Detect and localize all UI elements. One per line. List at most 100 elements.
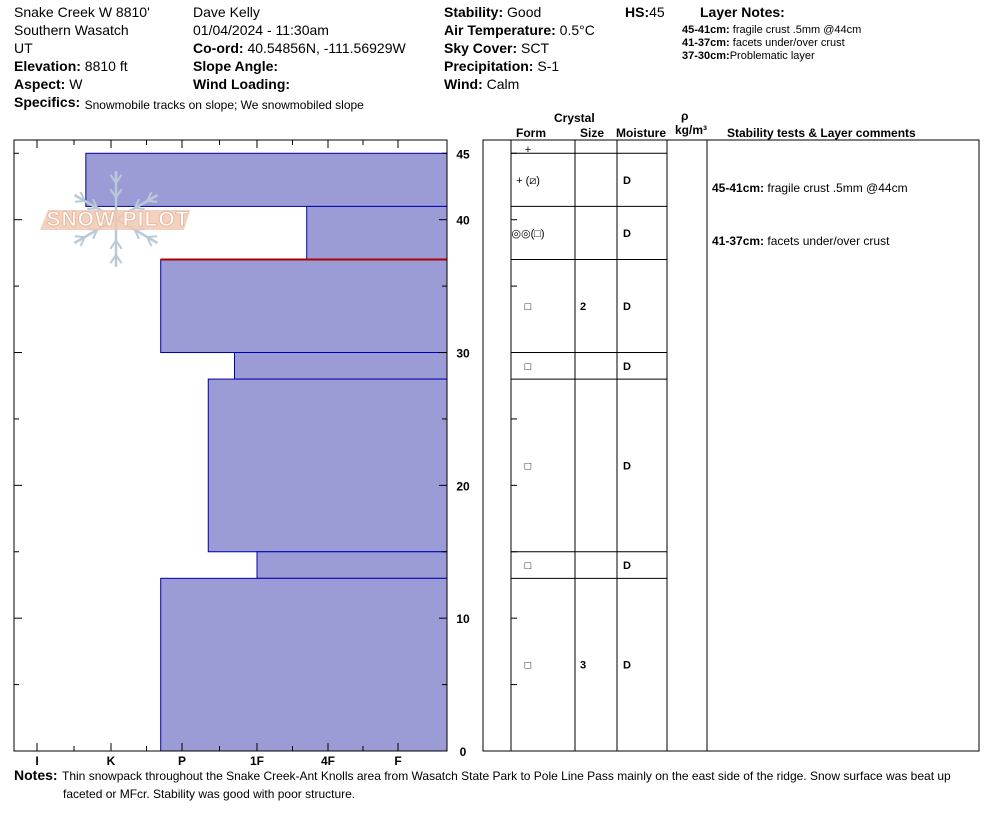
hardness-tick-label: I [35, 754, 38, 768]
hardness-bar [234, 352, 448, 380]
snowflake-branch [146, 191, 153, 202]
hardness-layers [85, 152, 448, 752]
wind-label: Wind: [444, 76, 483, 92]
hardness-bar [256, 551, 448, 579]
layer-comment-text: facets under/over crust [764, 234, 890, 248]
precip-label: Precipitation: [444, 58, 534, 74]
height-tick-label: 45 [456, 147, 470, 161]
wind: Wind: Calm [444, 75, 519, 93]
height-tick-label: 30 [456, 347, 470, 361]
crystal-header: Crystal [554, 111, 595, 125]
stability-label: Stability: [444, 4, 504, 20]
moisture: D [623, 361, 631, 373]
coord-value: 40.54856N, -111.56929W [247, 40, 406, 56]
hardness-tick-label: F [394, 754, 401, 768]
air-temp-value: 0.5°C [559, 22, 595, 38]
specifics: Specifics: Snowmobile tracks on slope; W… [14, 93, 364, 112]
crystal-form: ◎◎(□) [511, 228, 544, 240]
layer-comment: 45-41cm: fragile crust .5mm @44cm [712, 181, 908, 195]
crystal-form: □ [525, 560, 532, 572]
air-temp-label: Air Temperature: [444, 22, 556, 38]
snowflake-branch [109, 254, 117, 264]
layer-note-text: Problematic layer [729, 50, 815, 62]
moisture: D [623, 660, 631, 672]
layer-comment-range: 41-37cm: [712, 234, 764, 248]
hardness-bar [160, 577, 448, 752]
crystal-form: □ [525, 361, 532, 373]
table-frame [482, 139, 980, 752]
elevation-label: Elevation: [14, 58, 81, 74]
hardness-tick-label: K [107, 754, 116, 768]
moisture: D [623, 460, 631, 472]
hardness-tick-label: 4F [321, 754, 335, 768]
wind-loading: Wind Loading: [193, 75, 290, 93]
snowflake-branch [92, 198, 99, 209]
precipitation: Precipitation: S-1 [444, 57, 559, 75]
layer-note-range: 37-30cm: [682, 50, 730, 62]
crystal-form: □ [525, 460, 532, 472]
notes-line-2: faceted or MFcr. Stability was good with… [63, 787, 356, 801]
stability-value: Good [507, 4, 542, 20]
snowflake-branch [115, 240, 123, 250]
layer-note-range: 41-37cm: [682, 37, 730, 49]
precip-value: S-1 [537, 58, 560, 74]
hardness-tick-label: 1F [250, 754, 264, 768]
snowflake-branch [74, 235, 85, 238]
size-header: Size [580, 126, 605, 140]
sky-cover: Sky Cover: SCT [444, 39, 549, 57]
aspect-value: W [69, 76, 83, 92]
crystal-form: □ [525, 301, 532, 313]
slope-angle: Slope Angle: [193, 57, 278, 75]
crystal-form: + [525, 144, 531, 156]
moisture: D [623, 560, 631, 572]
stability: Stability: Good [444, 3, 541, 21]
comments-header: Stability tests & Layer comments [727, 126, 916, 140]
hardness-tick-label: P [178, 754, 186, 768]
snowpilot-logo: SNOW PILOT [40, 171, 190, 267]
location: Snake Creek W 8810' [14, 4, 150, 20]
snowflake-branch [115, 188, 123, 198]
aspect: Aspect: W [14, 75, 82, 93]
notes: Notes: Thin snowpack throughout the Snak… [14, 766, 951, 785]
wind-loading-label: Wind Loading: [193, 76, 291, 92]
height-tick-label: 0 [460, 745, 467, 759]
height-tick-label: 40 [456, 214, 470, 228]
datetime: 01/04/2024 - 11:30am [193, 22, 329, 38]
moisture: D [623, 175, 631, 187]
snowflake-branch [133, 229, 140, 240]
crystal-size: 3 [580, 660, 586, 672]
layer-note-text: fragile crust .5mm @44cm [732, 24, 862, 36]
state: UT [14, 40, 33, 56]
layer-table: + + (⧄) D ◎◎(□) D □ 2 D □ D □ D □ D □ 3 D 45-41cm: fragil… [482, 139, 980, 752]
hardness-bar [306, 205, 448, 261]
snowflake-branch [79, 191, 86, 202]
snowflake-branch [87, 207, 98, 210]
snowflake-branch [92, 229, 99, 240]
air-temperature: Air Temperature: 0.5°C [444, 21, 595, 39]
snowflake-branch [74, 200, 85, 203]
hardness-bar [160, 259, 448, 354]
snowflake-branch [109, 188, 117, 198]
hardness-bar [85, 152, 448, 207]
observer: Dave Kelly [193, 4, 260, 20]
notes-label: Notes: [14, 767, 58, 783]
layer-note-2: 41-37cm: facets under/over crust [682, 37, 845, 50]
notes-line-1: Thin snowpack throughout the Snake Creek… [62, 769, 951, 783]
snowflake-branch [146, 236, 153, 247]
snowflake-branch [109, 174, 117, 184]
hs-value: 45 [649, 4, 665, 20]
density-unit: kg/m³ [675, 123, 708, 137]
profile-grid: 0 10 20 30 40 45 I K P 1F 4F F [13, 139, 517, 768]
snowflake-branch [79, 236, 86, 247]
coordinates: Co-ord: 40.54856N, -111.56929W [193, 39, 406, 57]
slope-label: Slope Angle: [193, 58, 279, 74]
layer-comment-text: fragile crust .5mm @44cm [764, 181, 908, 195]
snowflake-icon [40, 171, 190, 267]
hardness-bar [207, 378, 448, 553]
specifics-value: Snowmobile tracks on slope; We snowmobil… [84, 98, 364, 112]
layer-note-3: 37-30cm:Problematic layer [682, 50, 815, 63]
chart-frame [13, 139, 448, 752]
snowflake-branch [134, 207, 145, 210]
snowflake-branch [109, 240, 117, 250]
